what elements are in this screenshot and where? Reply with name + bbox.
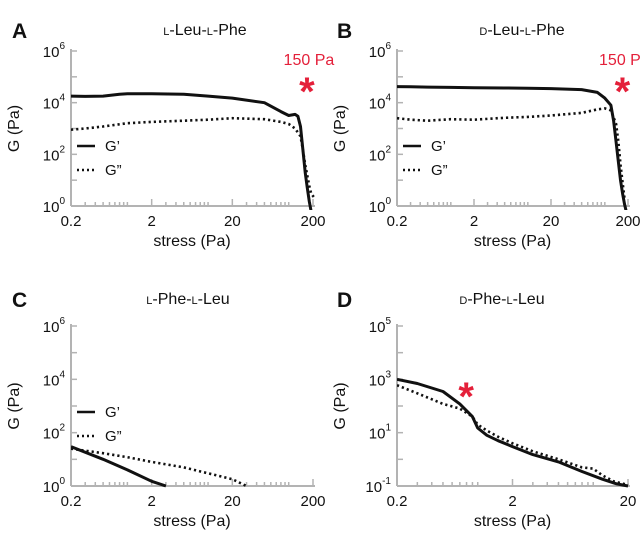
legend-label: G” [105,428,122,445]
panel-title: L-Phe-L-Leu [146,291,229,308]
y-tick-label: 102 [43,423,66,443]
y-tick-label: 101 [369,423,392,443]
x-axis-label: stress (Pa) [474,233,551,250]
panel-title: D-Phe-L-Leu [459,291,544,308]
panel-letter: A [12,20,27,43]
series-g-prime-line [397,85,628,210]
y-tick-label: 100 [43,476,66,496]
x-axis-label: stress (Pa) [153,233,230,250]
legend-label: G’ [431,138,446,155]
panel-d: D D-Phe-L-Leu 0.2 2 20 10-1 101 103 105 stress (P… [332,289,636,530]
y-tick-label: 102 [43,144,66,164]
annotation-star: * [615,70,631,114]
annotation-label: 150 Pa [284,52,335,69]
legend: G’ G” [77,138,122,179]
y-tick-label: 106 [43,316,66,336]
series-g-prime-line [71,92,313,210]
y-tick-label: 106 [369,41,392,61]
annotation-label: 150 Pa [599,52,641,69]
y-axis-label: G (Pa) [332,382,349,429]
panel-letter: D [337,289,352,312]
series-g-double-prime-line [397,383,629,487]
legend-label: G’ [105,404,120,421]
annotation-star: * [458,375,474,419]
x-tick-label: 200 [300,493,325,510]
x-tick-label: 200 [615,213,640,230]
y-tick-label: 102 [369,144,392,164]
series-g-double-prime-line [397,107,626,199]
y-tick-label: 104 [43,369,66,389]
x-axis-label: stress (Pa) [153,513,230,530]
panel-letter: C [12,289,27,312]
y-tick-label: 104 [369,93,392,113]
y-tick-label: 10-1 [365,476,391,496]
x-axis-label: stress (Pa) [474,513,551,530]
series-g-double-prime-line [71,447,248,488]
x-tick-label: 200 [300,213,325,230]
legend-label: G” [431,162,448,179]
y-tick-label: 103 [369,369,392,389]
y-tick-label: 104 [43,93,66,113]
y-tick-label: 100 [369,196,392,216]
legend-label: G’ [105,138,120,155]
y-tick-label: 105 [369,316,392,336]
x-tick-label: 0.2 [387,493,408,510]
x-tick-label: 2 [147,493,155,510]
series-g-prime-line [71,445,167,488]
series-g-double-prime-line [71,116,316,199]
x-tick-label: 20 [543,213,560,230]
x-tick-label: 0.2 [387,213,408,230]
y-axis-label: G (Pa) [6,382,23,429]
legend: G’ G” [77,404,122,445]
legend-label: G” [105,162,122,179]
legend: G’ G” [403,138,448,179]
x-tick-label: 0.2 [61,493,82,510]
series-g-prime-line [397,377,629,488]
y-tick-label: 106 [43,41,66,61]
panel-b: B D-Leu-L-Phe 0.2 2 20 200 100 102 104 106 stress … [332,20,641,250]
y-axis-label: G (Pa) [6,105,23,152]
panel-title: D-Leu-L-Phe [479,22,564,39]
x-tick-label: 20 [224,493,241,510]
x-tick-label: 20 [224,213,241,230]
y-tick-label: 100 [43,196,66,216]
y-axis-label: G (Pa) [332,105,349,152]
x-tick-label: 20 [620,493,637,510]
panel-title: L-Leu-L-Phe [163,22,247,39]
x-tick-label: 2 [508,493,516,510]
x-tick-label: 2 [147,213,155,230]
annotation-star: * [299,70,315,114]
panel-a: A L-Leu-L-Phe 0.2 2 20 200 100 102 104 106 stress … [6,20,334,250]
panel-letter: B [337,20,352,43]
panel-c: C L-Phe-L-Leu 0.2 2 20 200 100 102 104 106 stress … [6,289,326,530]
x-tick-label: 0.2 [61,213,82,230]
x-tick-label: 2 [470,213,478,230]
